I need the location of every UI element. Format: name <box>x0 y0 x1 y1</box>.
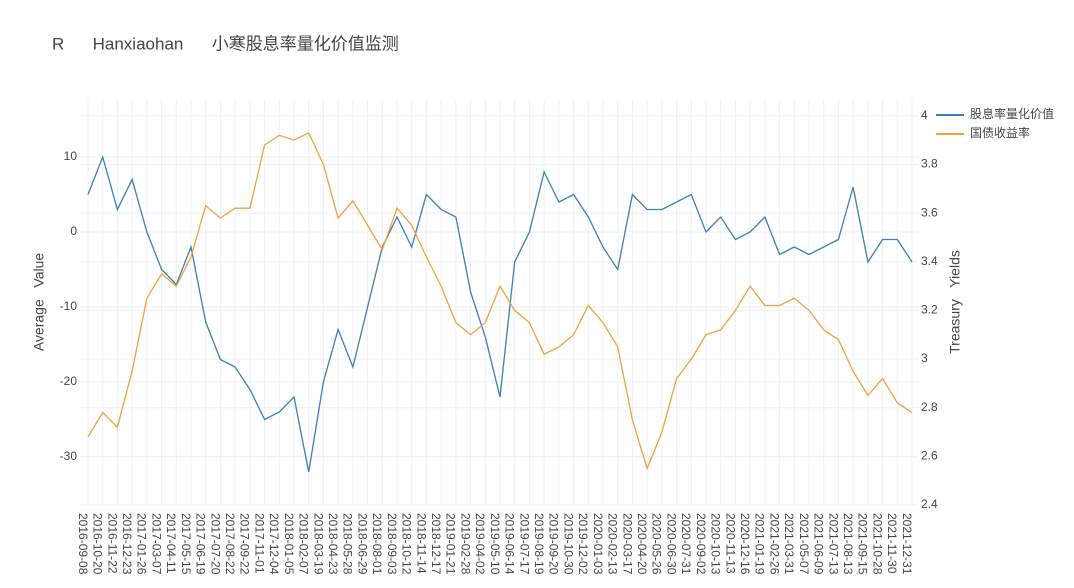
x-tick-label: 2017-04-11 <box>164 513 178 574</box>
line-series <box>87 131 913 471</box>
x-tick-label: 2020-03-17 <box>620 513 634 575</box>
y2-tick-label: 2.4 <box>921 497 938 511</box>
x-tick-label: 2018-05-28 <box>341 513 355 575</box>
y-tick-label: -30 <box>60 449 78 463</box>
x-tick-label: 2016-09-08 <box>76 513 90 575</box>
x-tick-label: 2019-02-28 <box>458 513 472 575</box>
x-tick-label: 2016-11-22 <box>105 513 119 574</box>
x-tick-label: 2018-11-14 <box>414 513 428 574</box>
x-tick-label: 2018-01-05 <box>282 513 296 575</box>
x-tick-label: 2017-03-07 <box>149 513 163 575</box>
x-tick-label: 2021-12-31 <box>900 513 914 575</box>
x-tick-label: 2017-06-19 <box>194 513 208 575</box>
x-tick-label: 2018-03-19 <box>311 513 325 575</box>
x-tick-label: 2019-05-10 <box>488 513 502 575</box>
x-tick-label: 2017-11-01 <box>252 513 266 574</box>
x-tick-label: 2019-04-02 <box>473 513 487 575</box>
x-tick-label: 2019-06-14 <box>503 513 517 575</box>
x-tick-label: 2020-11-13 <box>723 513 737 574</box>
x-tick-label: 2021-05-07 <box>797 513 811 575</box>
y-tick-label: 10 <box>64 149 78 163</box>
x-tick-label: 2017-12-04 <box>267 513 281 575</box>
x-tick-label: 2021-02-26 <box>767 513 781 575</box>
y2-tick-label: 4 <box>921 108 928 122</box>
y2-tick-label: 2.6 <box>921 449 938 463</box>
x-tick-label: 2021-06-09 <box>812 513 826 575</box>
x-tick-label: 2017-09-22 <box>238 513 252 575</box>
x-tick-label: 2018-09-03 <box>385 513 399 575</box>
x-tick-label: 2016-10-20 <box>91 513 105 575</box>
x-tick-label: 2017-08-22 <box>223 513 237 575</box>
x-tick-label: 2016-12-23 <box>120 513 134 575</box>
x-tick-label: 2020-10-13 <box>709 513 723 575</box>
x-tick-label: 2018-04-23 <box>326 513 340 575</box>
y-tick-label: 0 <box>70 224 77 238</box>
x-tick-label: 2020-07-31 <box>679 513 693 575</box>
x-tick-label: 2020-09-02 <box>694 513 708 575</box>
y2-tick-label: 3.8 <box>921 157 938 171</box>
x-tick-label: 2020-04-20 <box>635 513 649 575</box>
x-tick-label: 2018-12-17 <box>429 513 443 575</box>
legend-label: 国债收益率 <box>970 125 1030 140</box>
x-tick-label: 2019-10-30 <box>561 513 575 575</box>
x-tick-label: 2021-03-31 <box>782 513 796 575</box>
x-tick-label: 2019-08-19 <box>532 513 546 575</box>
line-series <box>87 154 913 473</box>
y2-axis-title: Treasury Yields <box>947 250 963 354</box>
y2-tick-label: 3.4 <box>921 254 938 268</box>
x-tick-label: 2018-08-01 <box>370 513 384 575</box>
y2-tick-label: 3.6 <box>921 205 938 219</box>
x-tick-label: 2020-01-03 <box>591 513 605 575</box>
x-tick-label: 2021-11-30 <box>885 513 899 574</box>
x-tick-label: 2021-08-13 <box>841 513 855 575</box>
x-tick-label: 2017-05-15 <box>179 513 193 575</box>
y2-tick-label: 3.2 <box>921 303 938 317</box>
x-tick-label: 2019-09-20 <box>547 513 561 575</box>
x-tick-label: 2019-12-02 <box>576 513 590 575</box>
x-tick-label: 2021-07-13 <box>826 513 840 575</box>
x-tick-label: 2019-07-17 <box>517 513 531 575</box>
y-axis-title: Average Value <box>31 253 47 352</box>
x-tick-label: 2018-06-29 <box>355 513 369 575</box>
x-tick-label: 2020-02-13 <box>606 513 620 575</box>
x-tick-label: 2020-06-30 <box>664 513 678 575</box>
x-tick-label: 2021-09-15 <box>856 513 870 575</box>
x-tick-label: 2018-10-12 <box>400 513 414 575</box>
x-tick-label: 2019-01-21 <box>444 513 458 575</box>
y-tick-label: -20 <box>60 374 78 388</box>
x-tick-label: 2017-07-20 <box>208 513 222 575</box>
x-tick-label: 2017-01-26 <box>135 513 149 575</box>
y2-tick-label: 3 <box>921 351 928 365</box>
x-tick-label: 2021-10-28 <box>870 513 884 575</box>
x-tick-label: 2018-02-07 <box>297 513 311 575</box>
x-tick-label: 2020-12-16 <box>738 513 752 575</box>
x-tick-label: 2020-05-26 <box>650 513 664 575</box>
x-tick-label: 2021-01-19 <box>753 513 767 575</box>
legend-label: 股息率量化价值 <box>970 106 1054 121</box>
y2-tick-label: 2.8 <box>921 400 938 414</box>
y-tick-label: -10 <box>60 299 78 313</box>
grid <box>80 100 918 506</box>
chart-title: R Hanxiaohan 小寒股息率量化价值监测 <box>52 34 399 53</box>
